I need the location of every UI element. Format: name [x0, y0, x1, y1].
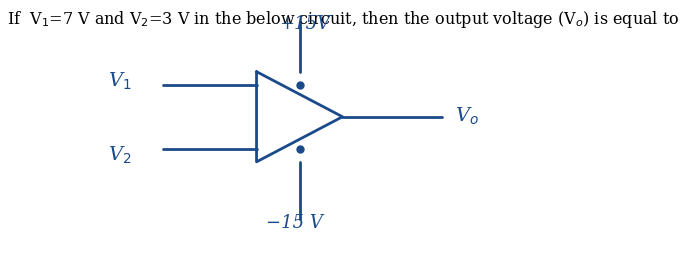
Text: −15 V: −15 V	[265, 214, 322, 232]
Text: If  V$_1$=7 V and V$_2$=3 V in the below circuit, then the output voltage (V$_o$: If V$_1$=7 V and V$_2$=3 V in the below …	[7, 9, 679, 30]
Text: V$_1$: V$_1$	[108, 70, 132, 92]
Text: V$_o$: V$_o$	[456, 106, 480, 127]
Text: V$_2$: V$_2$	[108, 144, 131, 166]
Text: +15V: +15V	[279, 15, 331, 33]
